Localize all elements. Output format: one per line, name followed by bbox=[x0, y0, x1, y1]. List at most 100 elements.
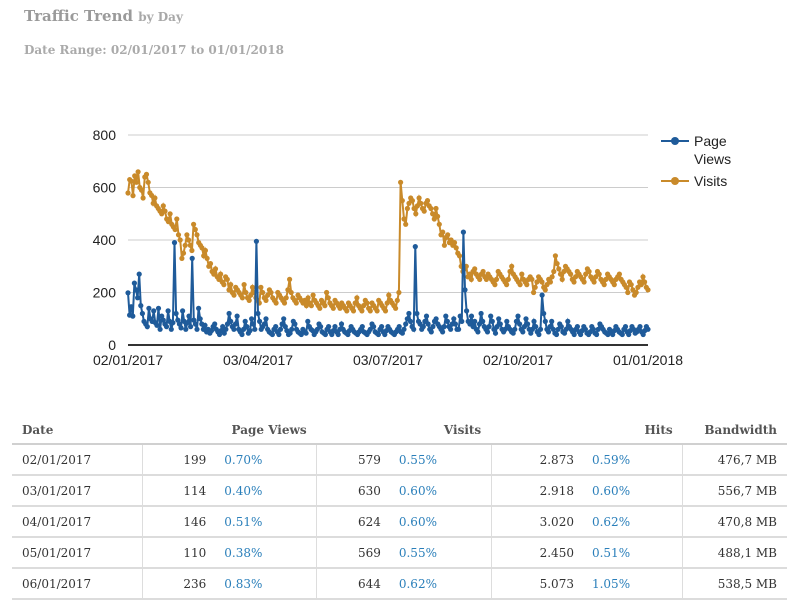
data-point bbox=[524, 282, 530, 288]
series-line bbox=[127, 232, 649, 337]
data-point bbox=[571, 279, 577, 285]
cell-hits-pct: 1.05% bbox=[581, 568, 684, 600]
data-point bbox=[140, 195, 146, 201]
data-point bbox=[626, 331, 632, 338]
data-point bbox=[428, 329, 434, 335]
data-point bbox=[144, 324, 150, 330]
data-point bbox=[375, 331, 381, 338]
data-point bbox=[249, 316, 255, 322]
table-row: 05/01/2017 110 0.38% 569 0.55% 2.450 0.51% 488,… bbox=[12, 537, 787, 569]
data-point bbox=[510, 330, 516, 336]
data-point bbox=[138, 303, 144, 309]
data-point bbox=[633, 289, 639, 296]
data-point bbox=[619, 331, 625, 338]
data-point bbox=[332, 324, 338, 330]
data-point bbox=[549, 274, 555, 280]
title-suffix: by Day bbox=[138, 10, 183, 24]
data-point bbox=[428, 205, 434, 212]
x-tick-label: 01/01/2018 bbox=[613, 352, 683, 368]
data-point bbox=[484, 329, 491, 335]
data-point bbox=[532, 284, 538, 290]
col-bandwidth[interactable]: Bandwidth bbox=[682, 416, 787, 445]
data-point bbox=[263, 297, 269, 303]
data-point bbox=[623, 284, 629, 290]
data-point bbox=[175, 232, 182, 238]
data-point bbox=[221, 282, 227, 288]
data-point bbox=[192, 321, 198, 327]
data-point bbox=[552, 253, 559, 259]
col-date[interactable]: Date bbox=[12, 416, 142, 445]
data-point bbox=[542, 318, 548, 324]
col-visits[interactable]: Visits bbox=[316, 416, 492, 445]
series-layer bbox=[125, 169, 651, 338]
data-point bbox=[244, 324, 250, 330]
title-main: Traffic Trend bbox=[24, 7, 133, 25]
cell-visits: 579 bbox=[316, 444, 389, 476]
cell-visits: 624 bbox=[316, 506, 389, 538]
data-point bbox=[407, 318, 414, 324]
data-point bbox=[539, 279, 545, 285]
data-point bbox=[180, 308, 186, 314]
cell-bandwidth: 476,7 MB bbox=[682, 444, 787, 476]
data-point bbox=[637, 324, 643, 330]
data-point bbox=[318, 324, 324, 330]
data-point bbox=[125, 190, 131, 196]
data-point bbox=[517, 282, 523, 288]
data-point bbox=[329, 331, 335, 338]
data-point bbox=[529, 276, 535, 282]
data-point bbox=[191, 317, 197, 323]
legend-item-page-views[interactable]: Page Views bbox=[661, 133, 731, 167]
data-point bbox=[367, 308, 373, 314]
cell-bandwidth: 538,5 MB bbox=[682, 568, 787, 600]
data-point bbox=[257, 318, 263, 324]
data-point bbox=[287, 276, 293, 282]
cell-bandwidth: 488,1 MB bbox=[682, 537, 787, 569]
data-point bbox=[246, 297, 252, 303]
cell-visits-pct: 0.55% bbox=[388, 537, 492, 569]
cell-page-views: 146 bbox=[142, 506, 215, 538]
data-point bbox=[155, 305, 162, 311]
data-point bbox=[335, 331, 341, 338]
legend-label: Views bbox=[694, 151, 731, 167]
legend-item-visits[interactable]: Visits bbox=[661, 173, 727, 189]
cell-date: 05/01/2017 bbox=[12, 537, 143, 569]
data-point bbox=[268, 289, 274, 296]
table-header-row: Date Page Views Visits Hits Bandwidth bbox=[12, 416, 787, 445]
data-point bbox=[288, 289, 294, 296]
data-point bbox=[554, 261, 560, 267]
chart-legend[interactable]: Page Views Visits bbox=[661, 133, 731, 189]
data-point bbox=[433, 205, 439, 212]
x-tick-label: 03/07/2017 bbox=[353, 352, 423, 368]
data-point bbox=[578, 331, 584, 338]
data-point bbox=[212, 266, 219, 272]
data-point bbox=[581, 279, 587, 285]
data-point bbox=[386, 292, 392, 298]
data-point bbox=[364, 300, 370, 306]
data-point bbox=[228, 282, 234, 288]
data-point bbox=[125, 290, 131, 296]
data-point bbox=[261, 321, 267, 327]
data-point bbox=[568, 271, 574, 277]
data-point bbox=[273, 300, 279, 306]
data-point bbox=[472, 266, 478, 272]
data-point bbox=[176, 321, 182, 327]
data-point bbox=[406, 310, 412, 317]
data-point bbox=[533, 324, 539, 330]
data-point bbox=[138, 187, 145, 193]
date-range: Date Range: 02/01/2017 to 01/01/2018 bbox=[24, 43, 284, 57]
cell-hits: 2.873 bbox=[491, 444, 582, 476]
col-page-views[interactable]: Page Views bbox=[142, 416, 317, 445]
data-point bbox=[489, 318, 495, 324]
cell-page-views-pct: 0.38% bbox=[214, 537, 318, 569]
data-point bbox=[241, 282, 247, 288]
col-hits[interactable]: Hits bbox=[491, 416, 683, 445]
data-point bbox=[453, 245, 459, 251]
cell-visits-pct: 0.60% bbox=[388, 475, 492, 507]
data-point bbox=[399, 198, 405, 204]
page-title: Traffic Trend by Day bbox=[24, 7, 183, 25]
data-point bbox=[504, 282, 510, 288]
data-point bbox=[202, 247, 208, 254]
data-point bbox=[170, 320, 176, 326]
data-point bbox=[441, 324, 447, 330]
data-point bbox=[574, 324, 581, 330]
